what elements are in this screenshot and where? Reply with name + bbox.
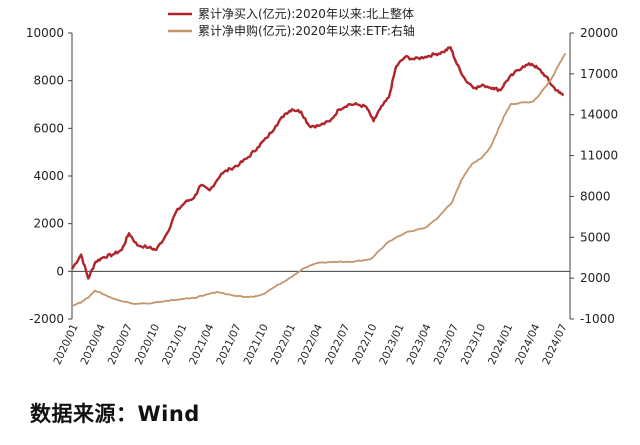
x-tick-label: 2023/07 [432,322,461,367]
series-layer [70,46,567,307]
right-axis: 20000 17000 14000 11000 8000 5000 2000 -1000 [570,26,618,326]
left-tick-label: 2000 [33,217,64,231]
x-tick-label: 2022/01 [269,322,298,367]
legend: 累计净买入(亿元):2020年以来:北上整体 累计净申购(亿元):2020年以来… [168,6,415,38]
left-tick-label: 10000 [26,26,64,40]
right-tick-label: -1000 [580,312,615,326]
x-tick-label: 2021/07 [214,322,243,367]
left-axis: 10000 8000 6000 4000 2000 0 -2000 [26,26,72,326]
series-line-north [70,46,565,280]
left-tick-label: 0 [56,264,64,278]
x-tick-label: 2022/10 [350,322,379,367]
x-tick-label: 2024/04 [513,322,542,367]
x-tick-label: 2022/04 [296,322,325,367]
series-line-etf [72,52,567,307]
left-tick-label: -2000 [29,312,64,326]
x-tick-label: 2021/10 [242,322,271,367]
left-tick-label: 4000 [33,169,64,183]
right-tick-label: 5000 [580,230,611,244]
right-tick-label: 8000 [580,189,611,203]
x-tick-label: 2024/01 [486,322,515,367]
axes [71,33,571,319]
x-tick-label: 2020/01 [51,322,80,367]
x-tick-label: 2021/01 [160,322,189,367]
right-tick-label: 14000 [580,108,618,122]
right-tick-label: 11000 [580,149,618,163]
x-axis: 2020/012020/042020/072020/102021/012021/… [51,322,569,367]
chart: 累计净买入(亿元):2020年以来:北上整体 累计净申购(亿元):2020年以来… [26,6,618,367]
left-tick-label: 8000 [33,74,64,88]
legend-label-north: 累计净买入(亿元):2020年以来:北上整体 [198,6,414,21]
x-tick-label: 2022/07 [323,322,352,367]
source-note: 数据来源：Wind [30,402,200,426]
x-tick-label: 2023/01 [377,322,406,367]
x-tick-label: 2023/04 [405,322,434,367]
legend-label-etf: 累计净申购(亿元):2020年以来:ETF:右轴 [198,23,415,38]
right-tick-label: 2000 [580,271,611,285]
x-tick-label: 2020/07 [106,322,135,367]
right-tick-label: 20000 [580,26,618,40]
x-tick-label: 2021/04 [187,322,216,367]
x-tick-label: 2024/07 [540,322,569,367]
x-tick-label: 2020/04 [79,322,108,367]
left-tick-label: 6000 [33,121,64,135]
x-tick-label: 2020/10 [133,322,162,367]
right-tick-label: 17000 [580,67,618,81]
x-tick-label: 2023/10 [459,322,488,367]
